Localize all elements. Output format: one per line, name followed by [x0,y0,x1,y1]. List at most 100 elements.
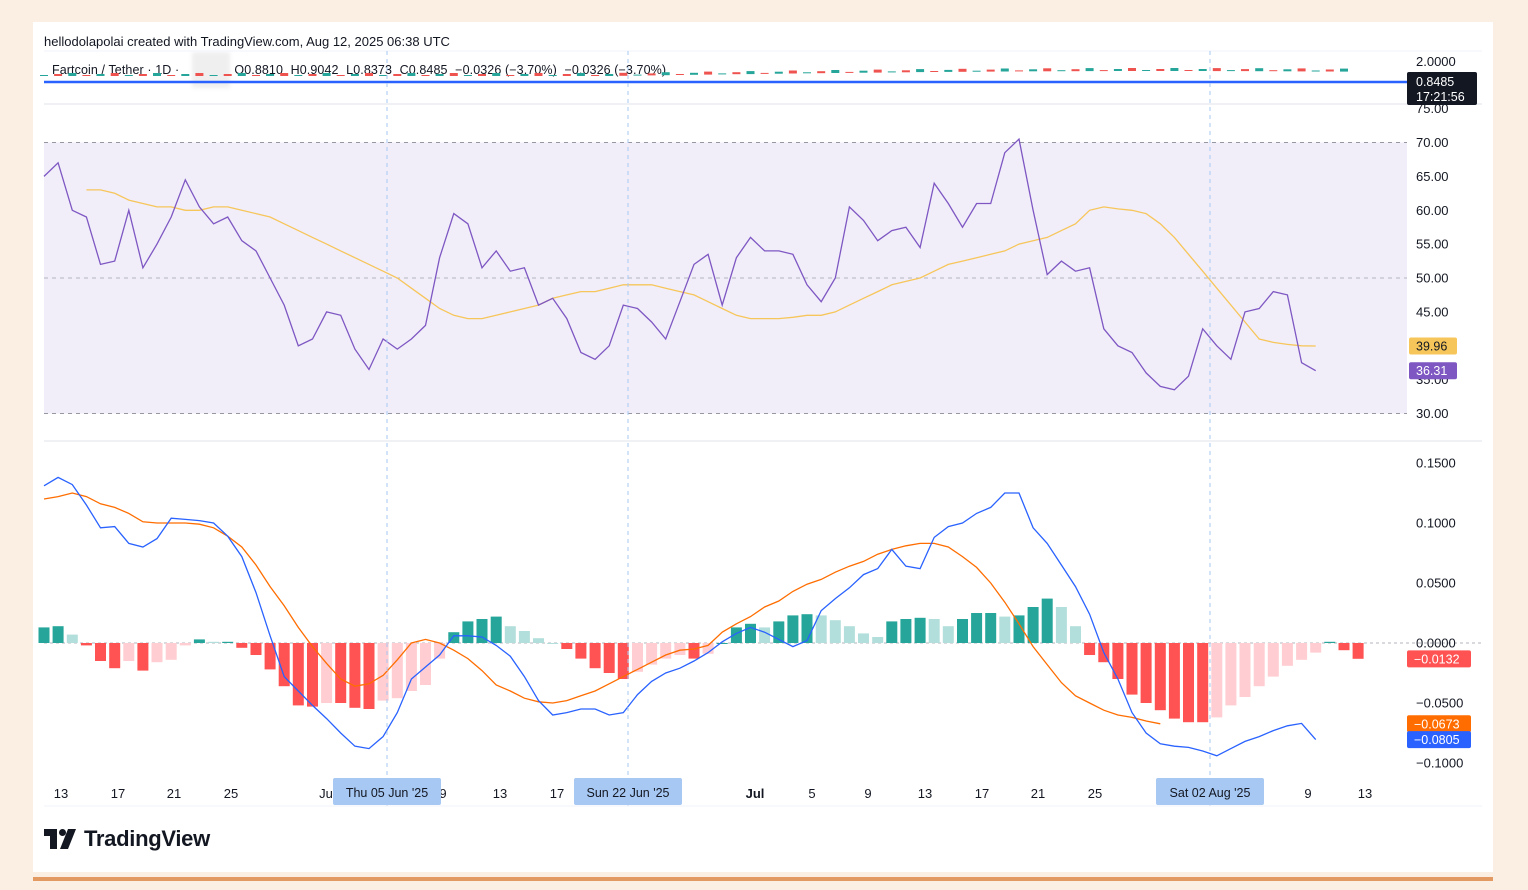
macd-histogram-bar [660,643,672,659]
macd-histogram-bar [1296,643,1308,660]
macd-histogram-bar [123,643,135,661]
time-axis-tick: 21 [1031,786,1045,801]
price-candle [916,69,925,73]
macd-histogram-bar [801,614,813,643]
macd-histogram-bar [646,643,658,665]
macd-axis-tick: 0.1500 [1416,456,1456,471]
price-candle [1340,68,1348,72]
macd-histogram-bar [66,634,78,643]
time-axis-tick: 5 [808,786,815,801]
price-candle [478,74,486,76]
macd-histogram-bar [1126,643,1138,695]
price-candle [463,75,472,76]
macd-histogram-bar [1168,643,1180,719]
macd-histogram-bar [1352,643,1364,659]
rsi-axis-tick: 30.00 [1416,406,1449,421]
signal-line [43,492,1161,725]
price-candle [576,73,585,76]
macd-histogram-bar [1041,598,1053,643]
macd-histogram-bar [391,643,403,699]
price-candle [1283,69,1292,72]
rsi-ma-badge-value: 39.96 [1416,340,1447,354]
price-candle [1142,70,1151,71]
price-candle [1015,70,1023,72]
price-pane[interactable]: 2.0000 0.8485 17:21:56 [40,50,1482,105]
macd-histogram-bar [1253,643,1265,687]
macd-badge-value: −0.0805 [1414,733,1460,747]
macd-histogram-bar [730,627,742,643]
price-candle [393,74,402,76]
price-candle [817,71,826,74]
price-candle [548,75,557,76]
price-candle [195,73,204,76]
time-axis-tick: 17 [975,786,989,801]
tradingview-brand[interactable]: TradingView [44,826,210,852]
macd-histogram-bar [462,621,474,643]
macd-histogram-bar [278,643,290,687]
macd-histogram-bar [985,613,997,643]
brand-name: TradingView [84,826,210,851]
symbol-name[interactable]: Fartcoin / Tether · 1D · [52,63,183,77]
price-candle [718,73,727,75]
rsi-axis-tick: 55.00 [1416,237,1449,252]
macd-histogram-bar [321,643,333,703]
price-candle [534,73,543,76]
time-axis-tick: Jul [746,786,765,801]
time-axis-tick: 9 [1304,786,1311,801]
macd-histogram-bar [363,643,375,709]
macd-histogram-bar [575,643,587,659]
bottom-accent-bar [33,877,1493,881]
macd-histogram-bar [773,621,785,643]
ohlc-change: −0.0326 (−3.70%) [455,63,557,77]
macd-histogram-bar [886,621,898,643]
crosshair-label-box [1156,778,1264,805]
ohlc-low: L0.8373 [346,63,393,77]
price-candle [1241,69,1249,72]
rsi-axis-tick: 60.00 [1416,203,1449,218]
price-candle [972,70,981,72]
macd-histogram-bar [1310,643,1322,653]
price-candle [40,75,48,76]
macd-histogram-bar [1267,643,1279,677]
macd-histogram-bar [476,619,488,643]
macd-histogram-bar [80,643,92,646]
macd-histogram-bar [547,643,559,644]
rsi-value-badge-text: 36.31 [1416,364,1447,378]
macd-histogram-bar [292,643,304,706]
price-candle [506,75,515,76]
macd-histogram-bar [843,626,855,643]
macd-axis-tick: −0.0500 [1416,696,1463,711]
macd-histogram-bar [674,643,686,655]
price-candle [379,75,388,76]
price-candle [690,72,698,75]
rsi-pane[interactable]: 75.0070.0065.0060.0055.0050.0045.0040.00… [43,101,1457,421]
macd-histogram-bar [1211,643,1223,718]
price-candle [831,70,840,73]
price-candle [1212,68,1221,72]
signal-badge-value: −0.0673 [1414,717,1460,731]
price-candle [54,74,63,76]
ohlc-open: O0.8810 [234,63,284,77]
price-top-label: 2.0000 [1416,54,1456,69]
price-candle [421,75,430,76]
price-candle [138,74,147,76]
macd-histogram-bar [617,643,629,679]
macd-histogram-bar [490,616,502,643]
crosshair-label-box [574,778,682,805]
time-axis[interactable]: 13 17 21 25 Ju 9 13 17 Jul 5 9 13 17 21 25 9 13 [54,786,1372,801]
macd-histogram-bar [561,643,573,649]
macd-histogram-bar [702,643,714,654]
macd-histogram-bar [307,643,318,707]
price-candle [803,72,811,74]
crosshair-label-text: Sun 22 Jun '25 [586,786,669,800]
macd-pane[interactable]: 0.1500 0.1000 0.0500 0.0000 −0.0500 −0.1000 −… [38,456,1483,771]
macd-histogram-bar [787,615,799,643]
price-candle [223,74,232,76]
price-candle [661,72,670,76]
macd-histogram-bar [250,643,262,655]
macd-histogram-bar [928,619,940,643]
price-candle [746,71,755,75]
macd-histogram-bar [1140,643,1152,703]
macd-histogram-bar [1013,615,1025,643]
